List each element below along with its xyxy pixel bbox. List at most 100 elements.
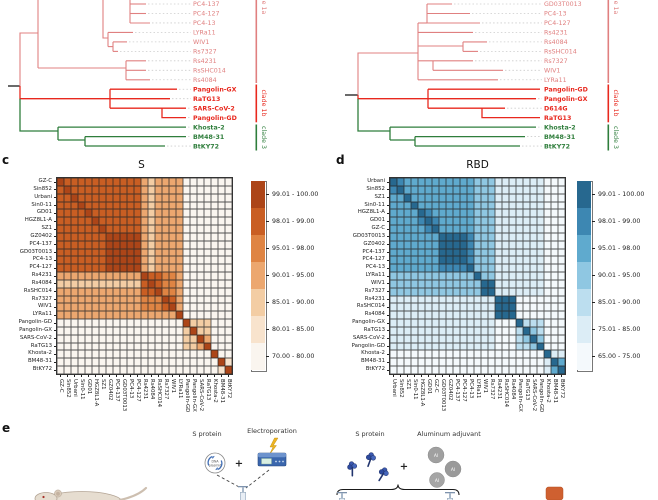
heatmap-cell <box>71 185 78 194</box>
col-tick <box>207 374 208 378</box>
row-tick <box>53 220 57 222</box>
heatmap-cell <box>390 264 397 273</box>
heatmap-cell <box>474 334 481 343</box>
heatmap-cell <box>467 287 474 296</box>
col-tick <box>200 374 201 378</box>
heatmap-cell <box>425 303 432 312</box>
heatmap-cell <box>551 366 558 374</box>
heatmap-cell <box>425 311 432 320</box>
heatmap-cell <box>204 264 211 273</box>
heatmap-cell <box>439 248 446 257</box>
heatmap-cell <box>446 232 453 241</box>
heatmap-cell <box>558 209 565 218</box>
heatmap-cell <box>78 264 85 273</box>
heatmap-cell <box>397 319 404 327</box>
heatmap-cell <box>64 303 71 312</box>
heatmap-cell <box>537 350 544 359</box>
heatmap-cell <box>225 201 232 210</box>
heatmap-cell <box>218 319 225 327</box>
heatmap-cell <box>516 209 523 218</box>
legend-tick <box>266 356 269 357</box>
heatmap-cell <box>544 287 551 296</box>
heatmap-cell <box>71 217 78 226</box>
heatmap-cell <box>176 185 183 194</box>
heatmap-cell <box>537 232 544 241</box>
heatmap-cell <box>495 272 502 280</box>
heatmap-cell <box>57 287 64 296</box>
heatmap-cell <box>460 295 467 304</box>
heatmap-cell <box>495 319 502 327</box>
heatmap-cell <box>162 272 169 280</box>
col-tick <box>214 374 215 378</box>
col-tick <box>102 374 103 378</box>
heatmap-cell <box>218 256 225 265</box>
heatmap-cell <box>551 217 558 226</box>
heatmap-cell <box>162 185 169 194</box>
heatmap-cell <box>71 334 78 343</box>
row-tick <box>386 189 390 191</box>
heatmap-cell <box>190 217 197 226</box>
heatmap-cell <box>397 209 404 218</box>
heatmap-cell <box>183 217 190 226</box>
heatmap-cell <box>404 326 411 335</box>
legend-label: 99.01 - 100.00 <box>598 190 645 198</box>
heatmap-col-label: BM48-31 <box>552 378 558 403</box>
heatmap-cell <box>204 201 211 210</box>
heatmap-cell <box>488 209 495 218</box>
heatmap-cell <box>404 209 411 218</box>
heatmap-row-label: Khosta-2 <box>28 350 52 357</box>
heatmap-cell <box>57 185 64 194</box>
heatmap-cell <box>183 248 190 257</box>
heatmap-cell <box>439 193 446 202</box>
row-tick <box>386 346 390 347</box>
heatmap-cell <box>169 358 176 367</box>
heatmap-cell <box>197 342 204 351</box>
heatmap-col-label: Sin852 <box>65 378 71 398</box>
heatmap-cell <box>169 209 176 218</box>
heatmap-cell <box>141 358 148 367</box>
heatmap-cell <box>544 358 551 367</box>
heatmap-cell <box>509 193 516 202</box>
syringe-protein-icon <box>444 491 456 500</box>
heatmap-cell <box>183 279 190 288</box>
heatmap-cell <box>537 217 544 226</box>
heatmap-cell <box>481 319 488 327</box>
heatmap-cell <box>85 358 92 367</box>
clade-3-bar-left <box>255 124 258 151</box>
heatmap-cell <box>64 295 71 304</box>
heatmap-cell <box>127 272 134 280</box>
heatmap-cell <box>474 295 481 304</box>
heatmap-cell <box>418 272 425 280</box>
heatmap-col-label: LYRa11 <box>475 378 481 398</box>
heatmap-cell <box>120 248 127 257</box>
clade-1a-label-right: clade 1a <box>612 0 619 15</box>
heatmap-cell <box>127 264 134 273</box>
heatmap-cell <box>204 358 211 367</box>
heatmap-cell <box>481 350 488 359</box>
heatmap-cell <box>120 295 127 304</box>
heatmap-cell <box>106 303 113 312</box>
heatmap-cell <box>537 240 544 249</box>
heatmap-cell <box>155 185 162 194</box>
heatmap-cell <box>148 303 155 312</box>
clade-1a-label-left: clade 1a <box>260 0 267 15</box>
heatmap-cell <box>148 279 155 288</box>
heatmap-cell <box>523 303 530 312</box>
heatmap-cell <box>509 185 516 194</box>
heatmap-cell <box>204 319 211 327</box>
heatmap-col-label: BM48-31 <box>219 378 225 403</box>
heatmap-cell <box>530 272 537 280</box>
heatmap-cell <box>467 225 474 233</box>
heatmap-cell <box>509 201 516 210</box>
heatmap-cell <box>425 209 432 218</box>
heatmap-cell <box>495 248 502 257</box>
heatmap-cell <box>57 201 64 210</box>
heatmap-col-label: RaTG13 <box>205 378 211 400</box>
heatmap-cell <box>85 248 92 257</box>
heatmap-cell <box>106 319 113 327</box>
heatmap-cell <box>183 232 190 241</box>
heatmap-cell <box>453 311 460 320</box>
heatmap-cell <box>64 334 71 343</box>
heatmap-cell <box>523 272 530 280</box>
heatmap-cell <box>148 272 155 280</box>
